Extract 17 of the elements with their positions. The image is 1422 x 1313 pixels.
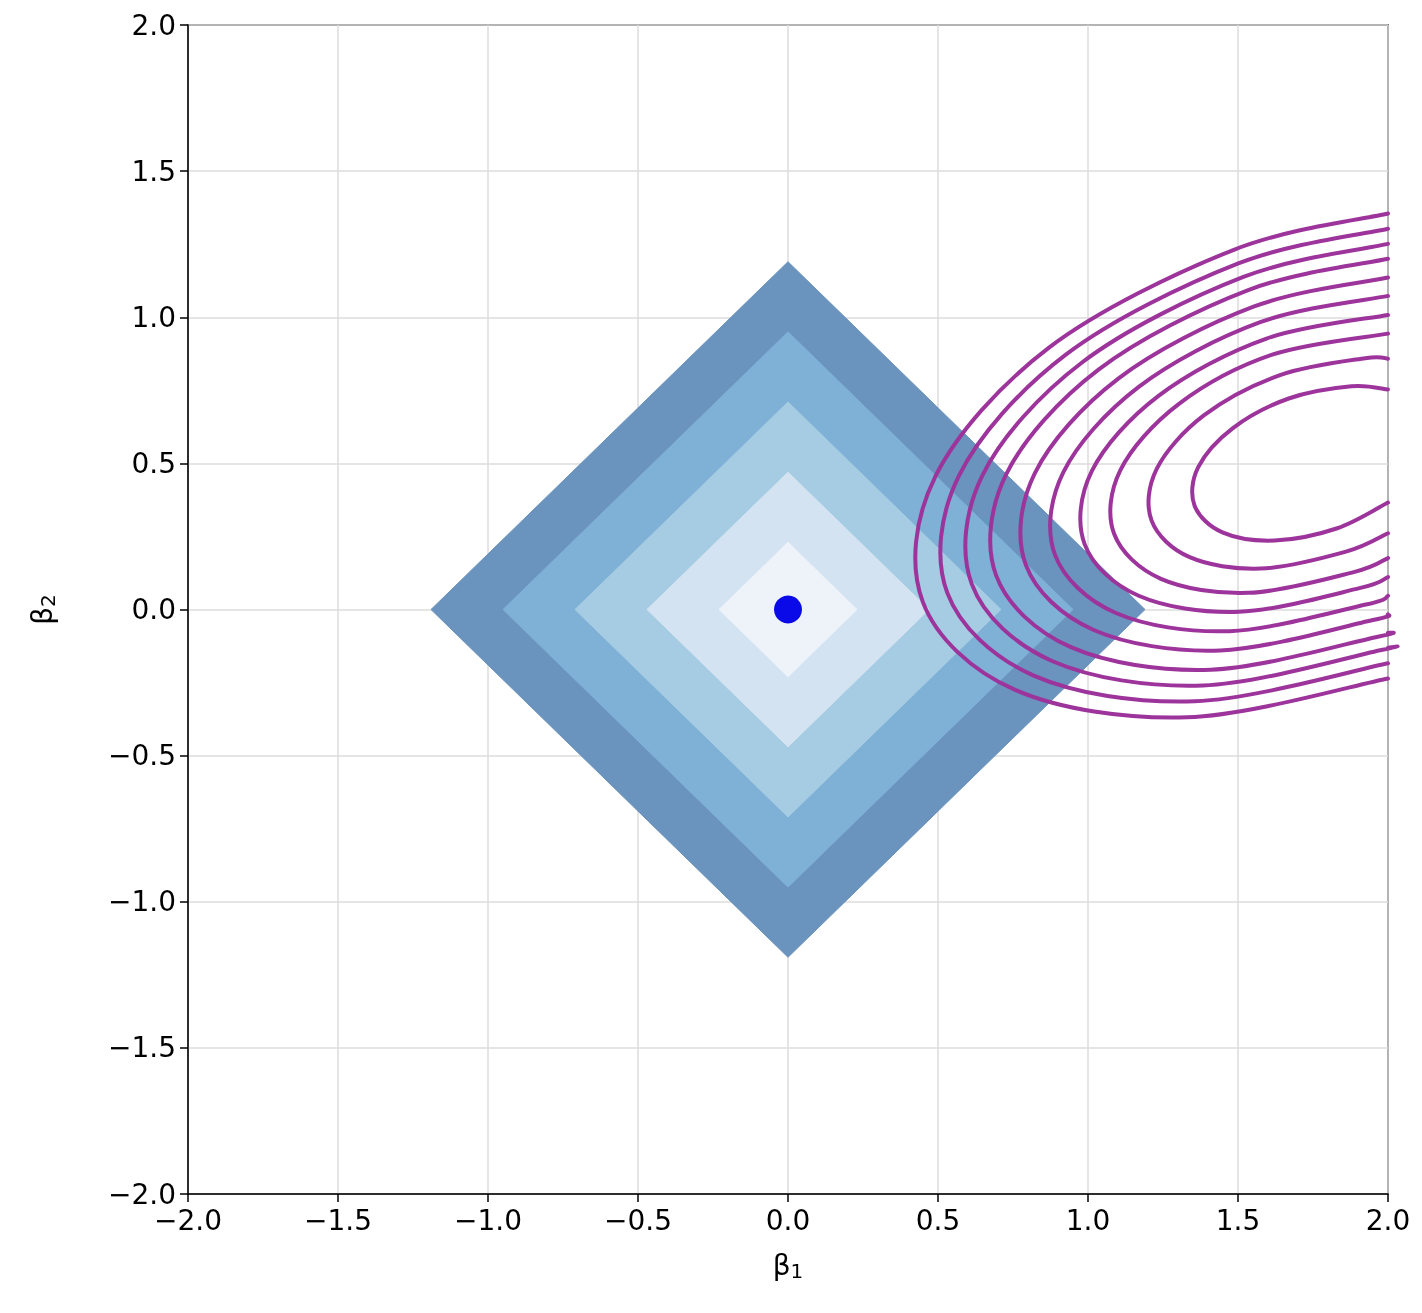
x-tick-label: −1.5 (304, 1203, 372, 1237)
y-tick-label: 1.5 (131, 154, 176, 188)
y-tick-label: 0.5 (131, 446, 176, 480)
x-tick-label: 0.0 (765, 1203, 811, 1237)
y-tick-label: 0.0 (131, 593, 176, 626)
y-tick-label: −0.5 (108, 739, 176, 773)
y-axis-title: β2 (25, 594, 60, 625)
x-tick-label: 2.0 (1365, 1203, 1411, 1237)
y-tick-label: −1.0 (108, 885, 176, 919)
x-tick-label: 1.0 (1065, 1203, 1111, 1237)
x-tick-label: 0.5 (915, 1203, 961, 1237)
x-tick-label: −1.0 (454, 1203, 522, 1237)
y-tick-label: 2.0 (131, 8, 176, 42)
y-tick-label: 1.0 (131, 300, 176, 334)
y-tick-label: −1.5 (108, 1031, 176, 1065)
x-tick-label: −0.5 (604, 1203, 672, 1237)
x-tick-label: 1.5 (1215, 1203, 1261, 1237)
